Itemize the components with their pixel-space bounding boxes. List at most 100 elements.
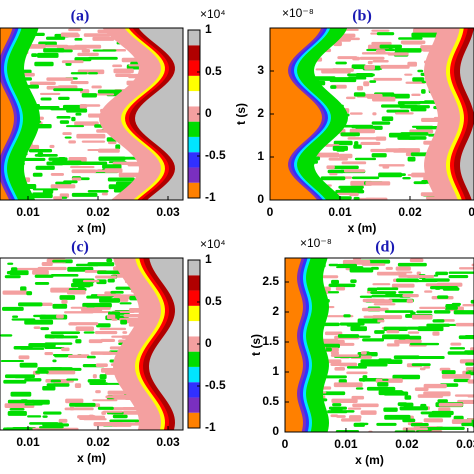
contour-streak [407,156,416,162]
colorbar-tick-label: 0 [205,106,212,120]
contour-streak [405,81,426,84]
contour-streak [19,362,38,368]
contour-streak [386,109,410,113]
contour-streak [364,65,375,70]
colorbar-tick-label: 0 [205,336,212,350]
contour-streak [50,184,76,189]
x-tick-label: 0.03 [456,437,474,451]
colorbar-segment [188,336,200,352]
contour-streak [437,399,448,403]
contour-streak [329,172,338,176]
contour-streak [92,49,117,52]
contour-streak [83,331,95,334]
contour-streak [99,374,107,380]
contour-streak [362,298,385,303]
contour-streak [347,137,378,140]
colorbar-segment [188,136,200,153]
contour-streak [423,383,447,389]
contour-streak [18,302,43,307]
contour-streak [406,299,413,304]
contour-streak [375,136,387,141]
contour-streak [331,279,340,284]
colorbar-tick-label: 0.5 [205,294,222,308]
contour-streak [360,410,377,415]
x-axis-label: x (m) [355,453,384,467]
x-tick-label: 0.03 [468,205,474,219]
colorbar-segment [188,30,200,46]
contour-streak [66,378,79,381]
contour-streak [349,267,374,273]
contour-streak [404,395,412,400]
contour-streak [69,402,96,407]
contour-streak [97,406,114,410]
contour-streak [66,290,86,295]
contour-streak [370,291,397,294]
contour-streak [119,298,129,302]
contour-streak [320,176,346,181]
contour-streak [371,41,392,46]
contour-streak [11,267,40,271]
contour-plot [270,28,474,200]
contour-streak [353,422,365,427]
plot-frame [0,27,184,201]
contour-streak [340,132,360,137]
contour-streak [404,73,413,76]
contour-streak [471,263,474,267]
contour-streak [419,367,426,371]
contour-streak [330,351,339,356]
contour-streak [97,294,122,297]
contour-streak [339,322,365,326]
contour-streak [354,157,377,161]
contour-streak [53,88,84,92]
contour-streak [347,407,362,410]
contour-streak [333,140,353,146]
contour-streak [77,415,96,419]
contour-streak [7,411,27,416]
contour-streak [34,282,50,285]
contour-streak [50,173,65,176]
contour-streak [92,399,118,402]
contour-streak [387,52,409,56]
contour-streak [345,96,356,100]
contour-streak [61,299,68,304]
contour-streak [441,370,456,375]
contour-streak [329,165,359,170]
contour-streak [361,307,389,312]
panel-title ttl: (a) [71,8,90,25]
contour-streak [433,274,439,277]
contour-streak [328,283,356,288]
contour-streak [68,28,81,32]
contour-streak [42,415,48,418]
contour-streak [111,318,118,321]
contour-streak [381,116,394,121]
contour-streak [402,418,416,423]
contour-streak [2,290,28,295]
contour-streak [470,299,474,304]
contour-streak [413,28,443,34]
contour-streak [379,44,402,49]
contour-streak [33,326,41,329]
contour-streak [14,375,32,379]
contour-streak [109,419,140,423]
contour-streak [89,382,108,385]
contour-streak [24,378,42,382]
contour-streak [397,148,421,153]
contour-streak [97,148,120,153]
x-tick-label: 0 [267,205,274,219]
contour-streak [45,370,76,375]
contour-streak [349,128,376,134]
contour-streak [20,347,45,350]
contour-streak [334,366,345,371]
contour-streak [467,379,474,384]
contour-streak [122,331,128,334]
contour-streak [104,168,123,173]
contour-streak [322,391,346,396]
contour-streak [416,310,433,314]
contour-streak [366,96,374,99]
contour-streak [376,32,395,36]
contour-streak [391,283,415,288]
contour-streak [384,310,414,313]
contour-streak [42,386,56,391]
x-axis-label: x (m) [77,451,106,465]
contour-streak [86,355,96,359]
